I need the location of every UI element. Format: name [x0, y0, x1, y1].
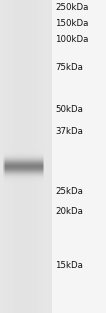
Text: 15kDa: 15kDa — [55, 260, 83, 269]
Text: 50kDa: 50kDa — [55, 105, 83, 115]
Text: 20kDa: 20kDa — [55, 208, 83, 217]
Text: 100kDa: 100kDa — [55, 35, 88, 44]
Text: 75kDa: 75kDa — [55, 64, 83, 73]
Text: 150kDa: 150kDa — [55, 19, 88, 28]
Text: 25kDa: 25kDa — [55, 187, 83, 197]
Text: 250kDa: 250kDa — [55, 3, 88, 13]
Text: 37kDa: 37kDa — [55, 127, 83, 136]
